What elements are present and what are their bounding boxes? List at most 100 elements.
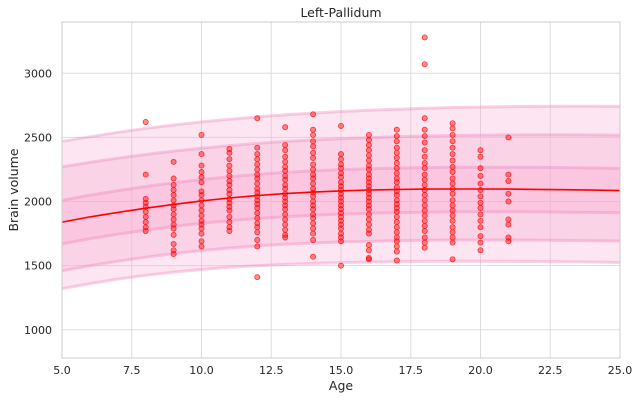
data-point [310, 149, 317, 156]
y-tick-label: 3000 [24, 67, 52, 80]
data-point [365, 247, 372, 254]
data-point [310, 230, 317, 237]
centile-band-lower-edge [61, 259, 621, 291]
data-point [198, 162, 205, 169]
x-tick-label: 22.5 [538, 364, 563, 377]
data-point [505, 221, 512, 228]
data-point [254, 175, 261, 182]
data-point [310, 161, 317, 168]
data-point [282, 221, 289, 228]
data-point [365, 157, 372, 164]
data-point [365, 216, 372, 223]
data-point [226, 156, 233, 163]
data-point [142, 228, 149, 234]
data-point [310, 154, 317, 161]
data-point [170, 197, 177, 204]
data-point [421, 222, 428, 229]
data-point [310, 253, 317, 260]
data-point [393, 243, 400, 250]
data-point [310, 215, 317, 222]
data-point [421, 115, 428, 122]
data-point [365, 147, 372, 154]
data-point [477, 217, 484, 224]
data-point [421, 165, 428, 172]
data-point [449, 157, 456, 164]
data-point [282, 226, 289, 233]
data-point [310, 237, 317, 243]
centile-band-lower-edge [61, 238, 621, 273]
data-point [449, 131, 456, 138]
data-point [338, 165, 344, 172]
data-point [449, 144, 456, 151]
x-tick-label: 5.0 [53, 364, 71, 377]
data-point [393, 213, 400, 220]
y-tick-label: 1000 [24, 324, 52, 337]
data-point [198, 179, 205, 186]
data-point [421, 176, 428, 183]
data-point [254, 115, 261, 122]
data-point [170, 211, 177, 218]
data-point [310, 175, 317, 182]
data-point [393, 144, 400, 151]
data-point [282, 211, 289, 218]
data-point [198, 212, 205, 219]
data-point [449, 202, 456, 209]
data-point [254, 144, 261, 151]
data-point [449, 138, 456, 145]
data-point [449, 256, 456, 263]
data-point [282, 185, 289, 192]
data-point [142, 208, 149, 215]
data-point [421, 197, 428, 204]
data-point [477, 193, 484, 200]
data-point [393, 238, 400, 245]
data-point [421, 192, 428, 199]
data-point [449, 212, 456, 219]
data-point [365, 131, 372, 138]
data-point [282, 234, 289, 241]
data-point [421, 160, 428, 167]
data-point [254, 210, 261, 217]
data-point [477, 153, 484, 160]
data-point [393, 165, 400, 172]
data-point [338, 225, 344, 232]
data-point [198, 243, 205, 250]
data-point [477, 187, 484, 193]
data-point [365, 230, 372, 237]
data-point [477, 147, 484, 154]
data-point [365, 166, 372, 173]
data-point [393, 219, 400, 226]
data-point [254, 243, 261, 250]
data-point [393, 229, 400, 236]
data-point [198, 238, 205, 245]
y-tick-labels: 1000 1500 2000 2500 3000 [24, 67, 52, 336]
data-point [449, 229, 456, 236]
data-point [421, 133, 428, 140]
data-point [282, 206, 289, 213]
data-point [338, 122, 344, 129]
data-point [226, 181, 233, 188]
data-point [310, 180, 317, 187]
data-point [226, 219, 233, 226]
data-point [338, 151, 344, 158]
data-point [421, 228, 428, 234]
x-tick-label: 12.5 [259, 364, 284, 377]
data-point [421, 171, 428, 178]
y-tick-label: 1500 [24, 260, 52, 273]
data-point [393, 149, 400, 156]
centile-band-upper-edge [61, 165, 621, 202]
data-point [254, 180, 261, 187]
data-point [142, 171, 149, 178]
data-point [449, 180, 456, 187]
data-point [505, 238, 512, 245]
centile-band-upper-edge [61, 104, 621, 143]
data-point [505, 198, 512, 205]
data-point [310, 206, 317, 213]
data-point [505, 216, 512, 223]
data-point [393, 179, 400, 186]
data-point [338, 156, 344, 163]
data-point [142, 119, 149, 125]
data-point [254, 237, 261, 243]
data-point [365, 152, 372, 159]
data-point [421, 202, 428, 209]
